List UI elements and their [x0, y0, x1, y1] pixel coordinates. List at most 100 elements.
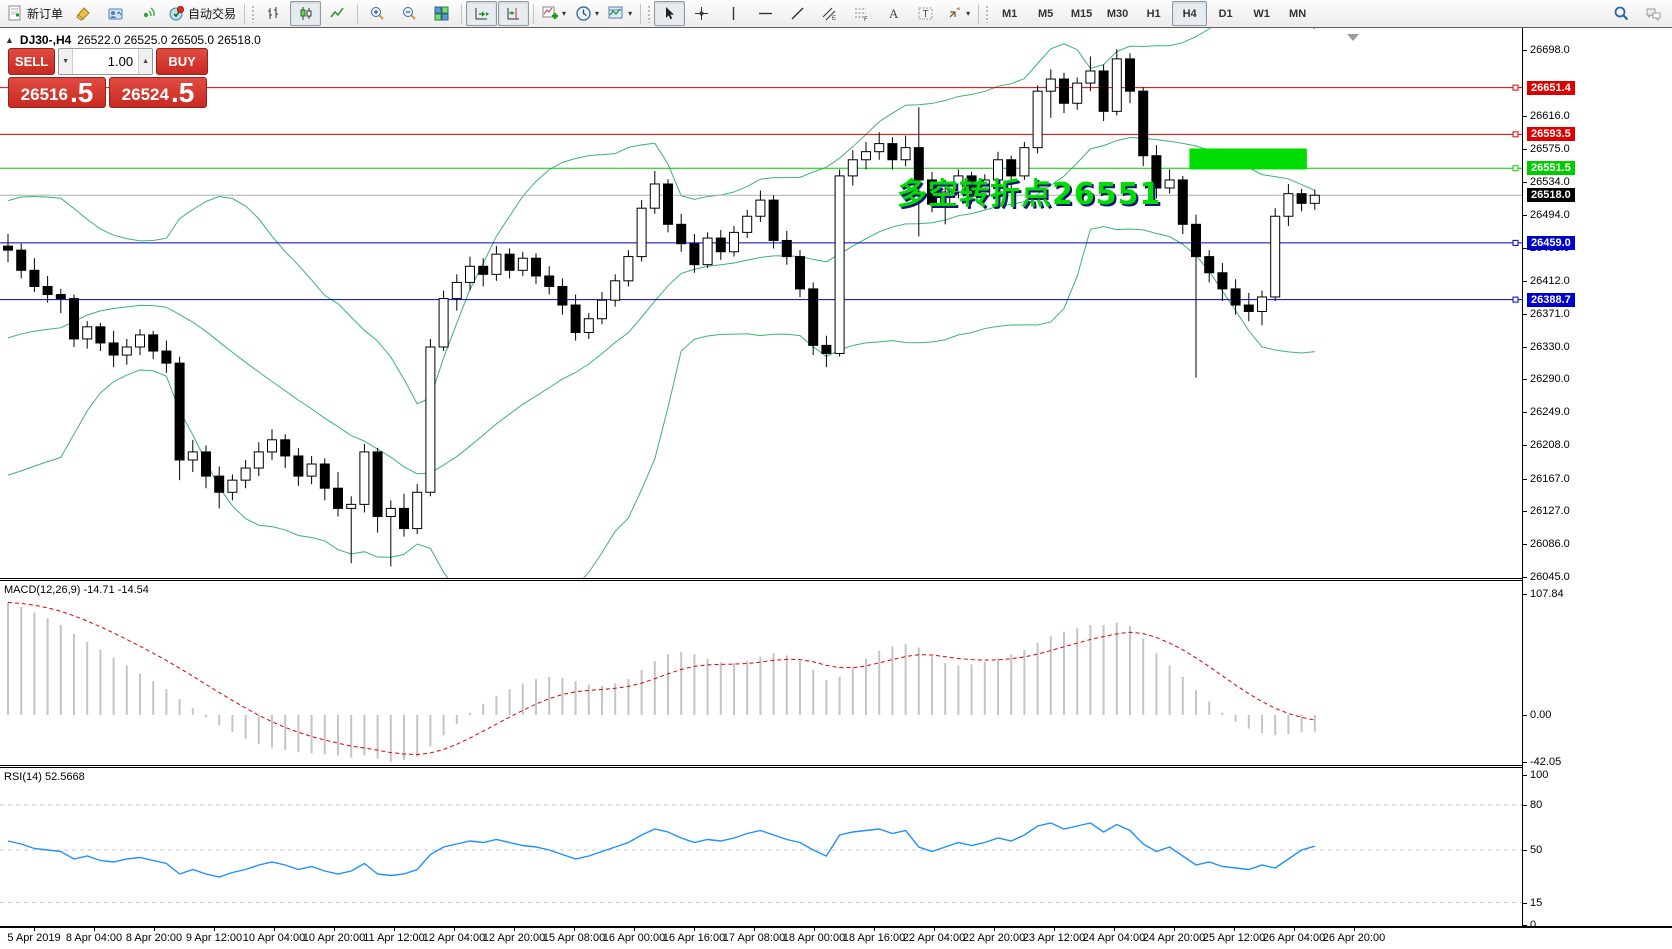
time-tick-label: 10 Apr 04:00	[242, 932, 306, 944]
rsi-svg	[0, 804, 1522, 903]
crosshair-tool-button[interactable]	[686, 1, 717, 26]
sell-price-box[interactable]: 26516 .5	[8, 77, 106, 108]
candlestick-chart-icon	[300, 7, 312, 20]
pane-separator[interactable]	[0, 578, 1672, 581]
fibonacci-tool-button[interactable]: F	[846, 1, 877, 26]
pane-separator[interactable]	[0, 765, 1672, 768]
time-tick	[934, 928, 935, 931]
timeframe-h4-button[interactable]: H4	[1172, 1, 1208, 26]
price-tick-label: 26534.0	[1530, 176, 1570, 188]
zoom-out-button[interactable]	[394, 1, 425, 26]
sell-button[interactable]: SELL	[8, 48, 56, 75]
new-order-button[interactable]: 新订单	[3, 1, 67, 26]
new-order-label: 新订单	[27, 7, 64, 21]
chat-button[interactable]	[1638, 1, 1669, 26]
time-tick	[34, 928, 35, 931]
candlestick-chart-button[interactable]	[290, 1, 322, 26]
toolbar-drag-handle[interactable]	[985, 4, 990, 23]
eraser-button[interactable]	[68, 1, 99, 26]
auto-trading-button[interactable]: 自动交易	[164, 1, 240, 26]
time-axis[interactable]: 5 Apr 2019 8 Apr 04:00 8 Apr 20:00 9 Apr 12…	[0, 926, 1672, 949]
text-tool-button[interactable]: A	[878, 1, 909, 26]
collapse-panel-icon[interactable]: ▲	[5, 35, 14, 45]
timeframe-m5-button[interactable]: M5	[1037, 7, 1054, 20]
zoom-in-button[interactable]	[362, 1, 393, 26]
tile-windows-button[interactable]	[426, 1, 457, 26]
toolbar-drag-handle[interactable]	[251, 4, 256, 23]
timeframe-h1-button[interactable]: H1	[1146, 7, 1161, 20]
vertical-line-icon	[732, 7, 735, 20]
horizontal-level-lines[interactable]	[0, 84, 1522, 303]
dropdown-caret-icon[interactable]: ▾	[966, 9, 971, 18]
add-indicator-button[interactable]: ▾	[538, 1, 570, 26]
main-chart-svg[interactable]	[0, 28, 1522, 578]
auto-scroll-button[interactable]	[466, 1, 498, 26]
timeframe-d1-button[interactable]: D1	[1218, 7, 1233, 20]
price-tick	[1523, 379, 1527, 380]
highlight-rectangle[interactable]	[1189, 148, 1307, 170]
arrows-tool-button[interactable]: ▾	[942, 1, 974, 26]
sell-price-frac: .5	[69, 77, 94, 108]
templates-icon	[608, 6, 623, 19]
macd-histogram	[7, 602, 1316, 763]
volume-increase-button[interactable]: ▲	[138, 49, 153, 74]
macd-signal-line	[7, 602, 1315, 756]
horizontal-line-icon	[759, 12, 773, 15]
horizontal-line-tool-button[interactable]	[750, 1, 781, 26]
time-tick	[874, 928, 875, 931]
auto-trading-icon	[169, 6, 185, 21]
timeframe-w1-button[interactable]: W1	[1253, 7, 1270, 20]
line-chart-button[interactable]	[322, 1, 353, 26]
macd-pane[interactable]: MACD(12,26,9) -14.71 -14.54	[0, 581, 1522, 765]
buy-button[interactable]: BUY	[156, 48, 208, 75]
price-tick-label: 26575.0	[1530, 143, 1570, 155]
volume-decrease-button[interactable]: ▼	[59, 49, 74, 74]
time-tick	[994, 928, 995, 931]
timeframe-m1-button[interactable]: M1	[1001, 7, 1018, 20]
candles-layer	[3, 49, 1320, 567]
chart-shift-button[interactable]	[498, 1, 530, 26]
dropdown-caret-icon[interactable]: ▾	[595, 9, 600, 18]
price-axis[interactable]: 26698.026616.026575.026534.026494.026453…	[1522, 28, 1672, 931]
cursor-tool-button[interactable]	[654, 1, 686, 26]
main-chart-pane[interactable]: ▲ DJ30-,H4 26522.0 26525.0 26505.0 26518…	[0, 28, 1522, 578]
buy-price-box[interactable]: 26524 .5	[109, 77, 207, 108]
trendline-tool-button[interactable]	[782, 1, 813, 26]
timeframe-m15-button[interactable]: M15	[1070, 7, 1093, 20]
toolbar-drag-handle[interactable]	[647, 4, 652, 23]
time-tick-label: 22 Apr 04:00	[902, 932, 966, 944]
rsi-tick	[1523, 903, 1527, 904]
templates-button[interactable]: ▾	[604, 1, 636, 26]
rsi-pane[interactable]: RSI(14) 52.5668	[0, 768, 1522, 926]
price-tick	[1523, 347, 1527, 348]
timeframe-mn-button[interactable]: MN	[1289, 7, 1307, 20]
dropdown-caret-icon[interactable]: ▾	[562, 9, 567, 18]
search-button[interactable]	[1606, 1, 1637, 26]
time-tick-label: 10 Apr 20:00	[302, 932, 366, 944]
time-tick	[634, 928, 635, 931]
vertical-line-tool-button[interactable]	[718, 1, 749, 26]
profiles-button[interactable]	[100, 1, 131, 26]
price-tick	[1523, 281, 1527, 282]
price-tag: 26388.7	[1527, 293, 1575, 307]
price-tick	[1523, 182, 1527, 183]
signals-button[interactable]	[132, 1, 163, 26]
bollinger-bands	[7, 28, 1316, 578]
text-label-tool-button[interactable]: T	[910, 1, 941, 26]
volume-input[interactable]	[73, 49, 139, 74]
chart-annotation: 多空转折点26551	[897, 177, 1162, 212]
toolbar-separator	[357, 3, 359, 24]
dropdown-caret-icon[interactable]: ▾	[628, 9, 633, 18]
sell-price-main: 26516	[20, 85, 68, 104]
bar-chart-button[interactable]	[258, 1, 289, 26]
timeframe-m30-button[interactable]: M30	[1106, 7, 1129, 20]
one-click-trading-panel: SELL ▼ ▲ BUY 26516 .5 26524 .5	[8, 48, 208, 108]
time-tick-label: 18 Apr 00:00	[782, 932, 846, 944]
price-tick-label: 26698.0	[1530, 44, 1570, 56]
time-tick	[94, 928, 95, 931]
equidistant-channel-tool-button[interactable]: E	[814, 1, 845, 26]
chart-shift-marker[interactable]	[1347, 34, 1359, 41]
toolbar-separator	[461, 3, 463, 24]
periods-button[interactable]: ▾	[571, 1, 603, 26]
